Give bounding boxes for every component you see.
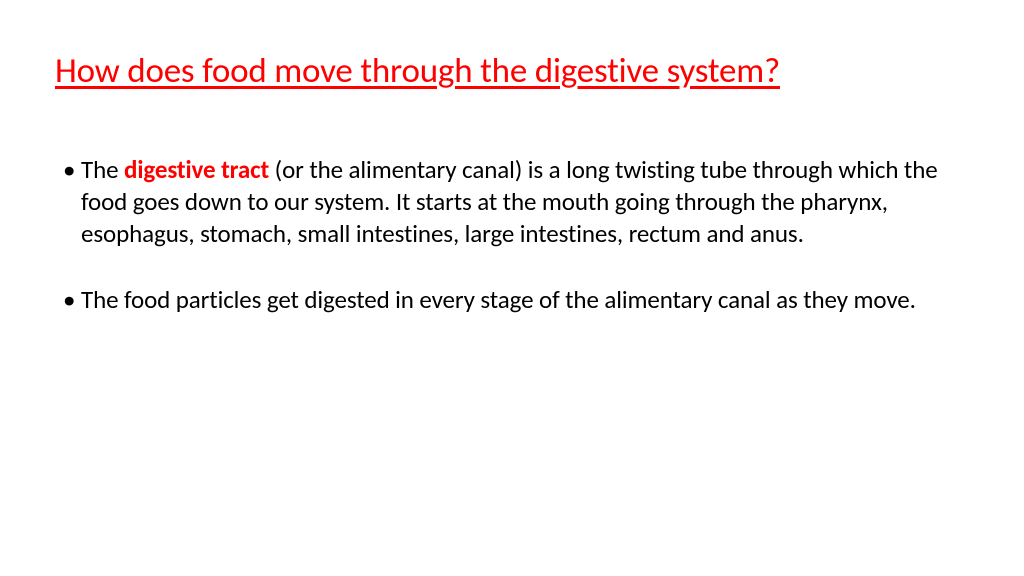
list-item: The food particles get digested in every… <box>55 284 969 316</box>
bullet-text-pre: The <box>81 154 124 185</box>
keyword-text: digestive tract <box>124 154 269 185</box>
bullet-text-pre: The food particles get digested in every… <box>81 284 916 315</box>
bullet-list: The digestive tract (or the alimentary c… <box>55 154 969 316</box>
page-title: How does food move through the digestive… <box>55 50 969 92</box>
list-item: The digestive tract (or the alimentary c… <box>55 154 969 250</box>
